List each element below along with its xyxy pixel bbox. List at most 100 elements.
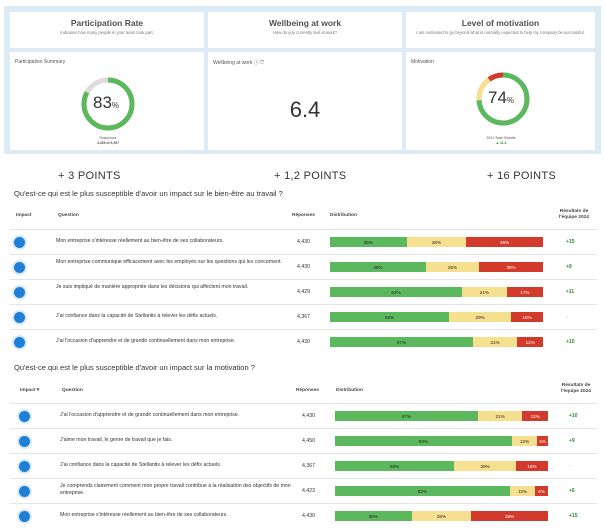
team-result-delta: +10 bbox=[566, 339, 575, 345]
impact-indicator-icon bbox=[14, 262, 25, 273]
col-distribution[interactable]: Distribution bbox=[330, 213, 357, 218]
responses-value: 4,430 bbox=[297, 339, 310, 345]
distribution-segment-yellow: 29% bbox=[449, 312, 512, 322]
segment-label: 30% bbox=[506, 264, 516, 270]
team-result-delta: +10 bbox=[569, 413, 578, 419]
distribution-bar[interactable]: 56% 29% 15% bbox=[335, 461, 548, 471]
wellbeing-card[interactable]: Wellbeing at work ⓘ ⛉ 6.4 bbox=[208, 52, 402, 150]
distribution-segment-red: 12% bbox=[517, 337, 543, 347]
distribution-segment-red: 15% bbox=[516, 461, 548, 471]
table-row[interactable]: J'ai l'occasion d'apprendre et de grandi… bbox=[10, 329, 597, 355]
info-icon[interactable]: ⓘ bbox=[253, 60, 259, 66]
segment-label: 45% bbox=[373, 264, 383, 270]
segment-label: 21% bbox=[490, 339, 500, 345]
segment-label: 12% bbox=[517, 488, 528, 494]
col-impact[interactable]: Impact bbox=[16, 213, 32, 218]
distribution-bar[interactable]: 56% 29% 15% bbox=[330, 312, 543, 322]
team-result-delta: +15 bbox=[569, 513, 578, 519]
distribution-segment-red: 12% bbox=[522, 411, 548, 421]
filter-icon[interactable]: ⛉ bbox=[260, 60, 264, 66]
participation-arc bbox=[81, 77, 135, 131]
section-question-wellbeing: Qu'est-ce qui est le plus susceptible d'… bbox=[14, 189, 283, 198]
motivation-delta-label: 2024 Team Results bbox=[486, 136, 516, 140]
distribution-bar[interactable]: 83% 12% 5% bbox=[335, 436, 548, 446]
table-row[interactable]: Je comprends clairement comment mon prop… bbox=[10, 478, 597, 504]
team-result-delta: +6 bbox=[569, 488, 575, 494]
question-text: Mon entreprise s'intéresse réellement au… bbox=[56, 238, 224, 244]
segment-label: 36% bbox=[363, 239, 373, 245]
table-row[interactable]: Mon entreprise s'intéresse réellement au… bbox=[10, 229, 597, 255]
distribution-bar[interactable]: 67% 21% 12% bbox=[335, 411, 548, 421]
header-subtitle: How do you currently feel at work? bbox=[272, 30, 338, 35]
question-text: J'ai l'occasion d'apprendre et de grandi… bbox=[60, 412, 240, 418]
question-text: Je suis impliqué de manière appropriée d… bbox=[56, 284, 249, 290]
responses-value: 4,423 bbox=[302, 488, 315, 494]
distribution-bar[interactable]: 67% 21% 12% bbox=[330, 337, 543, 347]
segment-label: 36% bbox=[368, 513, 378, 519]
segment-label: 56% bbox=[390, 463, 400, 469]
col-distribution[interactable]: Distribution bbox=[336, 388, 363, 393]
team-result-delta: - bbox=[569, 463, 571, 469]
segment-label: 15% bbox=[527, 463, 537, 469]
col-responses[interactable]: Réponses bbox=[292, 213, 315, 218]
impact-indicator-icon bbox=[19, 511, 30, 522]
team-result-delta: - bbox=[566, 314, 568, 320]
table-row[interactable]: Mon entreprise s'intéresse réellement au… bbox=[10, 503, 597, 529]
team-result-delta: +9 bbox=[569, 438, 575, 444]
responses-value: 4,430 bbox=[302, 413, 315, 419]
distribution-segment-yellow: 21% bbox=[462, 287, 507, 297]
header-subtitle: Indicates how many people in your team t… bbox=[60, 30, 154, 35]
distribution-segment-red: 36% bbox=[466, 237, 543, 247]
table-row[interactable]: J'ai l'occasion d'apprendre et de grandi… bbox=[10, 403, 597, 429]
responses-value: 4,430 bbox=[297, 264, 310, 270]
distribution-bar[interactable]: 36% 28% 36% bbox=[330, 237, 543, 247]
distribution-bar[interactable]: 82% 12% 6% bbox=[335, 486, 548, 496]
col-results[interactable]: Résultats de l'équipe 2024 bbox=[559, 209, 589, 220]
table-row[interactable]: J'aime mon travail, le genre de travail … bbox=[10, 428, 597, 454]
segment-label: 36% bbox=[505, 513, 515, 519]
team-result-delta: +11 bbox=[566, 289, 575, 295]
col-impact-sort[interactable]: Impact ▾ bbox=[20, 388, 40, 393]
distribution-segment-red: 6% bbox=[535, 486, 548, 496]
distribution-segment-green: 45% bbox=[330, 262, 426, 272]
header-card-participation: Participation Rate Indicates how many pe… bbox=[10, 12, 204, 48]
segment-label: 12% bbox=[519, 438, 530, 444]
distribution-bar[interactable]: 36% 28% 36% bbox=[335, 511, 548, 521]
table-row[interactable]: Je suis impliqué de manière appropriée d… bbox=[10, 279, 597, 305]
participation-number: 83 bbox=[93, 93, 112, 112]
distribution-segment-green: 67% bbox=[335, 411, 478, 421]
col-question[interactable]: Question bbox=[62, 388, 83, 393]
motivation-value: 74% bbox=[488, 88, 514, 108]
responses-value: 4,429 bbox=[297, 289, 310, 295]
segment-label: 21% bbox=[495, 413, 505, 419]
participation-gauge bbox=[81, 77, 135, 131]
header-title: Participation Rate bbox=[70, 18, 144, 28]
table-row[interactable]: Mon entreprise communique efficacement a… bbox=[10, 254, 597, 280]
col-responses[interactable]: Réponses bbox=[296, 388, 319, 393]
participation-card[interactable]: Participation Summary 83% Responses 4,43… bbox=[10, 52, 204, 150]
table-row[interactable]: J'ai confiance dans la capacité de Stell… bbox=[10, 304, 597, 330]
distribution-segment-red: 30% bbox=[479, 262, 543, 272]
impact-indicator-icon bbox=[14, 237, 25, 248]
impact-indicator-icon bbox=[19, 461, 30, 472]
col-results[interactable]: Résultats de l'équipe 2024 bbox=[561, 383, 591, 394]
distribution-segment-yellow: 12% bbox=[511, 436, 538, 446]
motivation-arc-yellow bbox=[476, 72, 530, 126]
impact-indicator-icon bbox=[14, 312, 25, 323]
motivation-card[interactable]: Motivation 74% 2024 Team Results ▲ 11.4 bbox=[406, 52, 595, 150]
header-subtitle: I am motivated to go beyond what is norm… bbox=[416, 30, 585, 35]
segment-label: 28% bbox=[431, 239, 442, 245]
col-question[interactable]: Question bbox=[58, 213, 79, 218]
table-row[interactable]: J'ai confiance dans la capacité de Stell… bbox=[10, 453, 597, 479]
responses-count: 4,436 of 5,357 bbox=[96, 141, 120, 145]
question-text: J'ai confiance dans la capacité de Stell… bbox=[60, 462, 222, 468]
distribution-segment-yellow: 25% bbox=[425, 262, 480, 272]
segment-label: 62% bbox=[391, 289, 401, 295]
section-question-motivation: Qu'est-ce qui est le plus susceptible d'… bbox=[14, 363, 255, 372]
distribution-segment-red: 15% bbox=[511, 312, 543, 322]
motivation-arc-green bbox=[476, 72, 530, 126]
distribution-bar[interactable]: 45% 25% 30% bbox=[330, 262, 543, 272]
segment-label: 67% bbox=[401, 413, 411, 419]
distribution-bar[interactable]: 62% 21% 17% bbox=[330, 287, 543, 297]
distribution-segment-yellow: 21% bbox=[477, 411, 523, 421]
